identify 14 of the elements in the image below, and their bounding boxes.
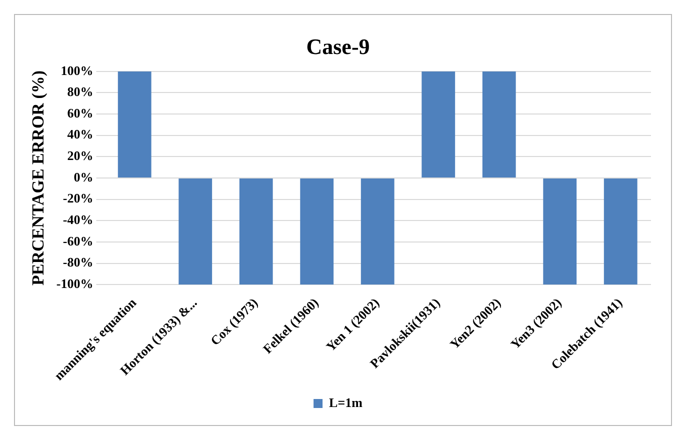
y-tick-label: -20% <box>62 190 94 206</box>
y-tick-label: -100% <box>56 276 94 291</box>
y-tick-label: 20% <box>67 148 94 164</box>
y-tick-label: -40% <box>62 212 94 227</box>
y-tick-label: 80% <box>67 84 94 100</box>
y-tick-label: 60% <box>67 105 94 120</box>
y-tick-label: -80% <box>62 254 94 270</box>
y-axis-title: PERCENTAGE ERROR (%) <box>28 70 48 286</box>
y-tick-label: 100% <box>60 62 94 78</box>
y-tick-label: 0% <box>74 169 94 184</box>
legend-label: L=1m <box>329 394 363 410</box>
y-tick-label: -60% <box>62 233 94 248</box>
chart-title: Case-9 <box>306 34 370 59</box>
y-tick-label: 40% <box>67 126 94 142</box>
